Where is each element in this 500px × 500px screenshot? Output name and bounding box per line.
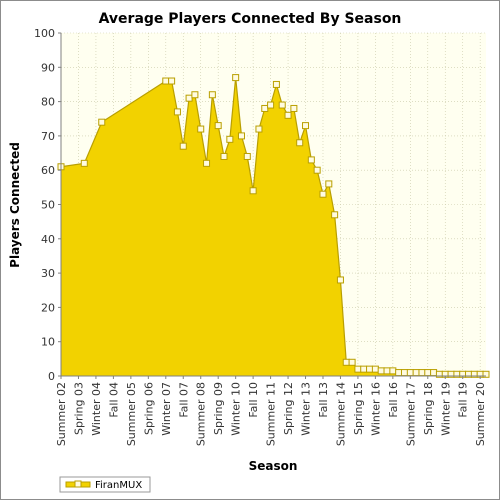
data-point: [226, 135, 234, 143]
data-point: [191, 91, 199, 99]
legend-box: [59, 476, 151, 493]
data-point: [214, 122, 222, 130]
data-point: [377, 367, 385, 375]
x-tick-label: Summer 20: [474, 382, 487, 446]
x-tick-label: Spring 12: [282, 382, 295, 435]
y-tick-label: 20: [41, 301, 55, 314]
x-tick-label: Fall 10: [247, 382, 260, 418]
x-tick-label: Winter 13: [300, 382, 313, 436]
data-point: [366, 365, 374, 373]
data-point: [383, 367, 391, 375]
x-axis-label: Season: [249, 459, 298, 473]
data-point: [267, 101, 275, 109]
data-point: [185, 94, 193, 102]
y-tick-label: 90: [41, 61, 55, 74]
data-point: [237, 132, 245, 140]
data-point: [162, 77, 170, 85]
data-point: [424, 369, 432, 377]
legend-marker: [74, 480, 82, 488]
area-fill: [61, 77, 486, 376]
data-point: [325, 180, 333, 188]
data-point: [261, 104, 269, 112]
data-point: [430, 369, 438, 377]
legend-label: FiranMUX: [95, 480, 142, 491]
x-tick-label: Fall 04: [107, 382, 120, 418]
data-point: [348, 358, 356, 366]
data-point: [389, 367, 397, 375]
x-tick-label: Summer 14: [334, 382, 347, 446]
data-point: [307, 156, 315, 164]
y-tick-label: 10: [41, 336, 55, 349]
data-point: [418, 369, 426, 377]
data-point: [371, 365, 379, 373]
data-point: [179, 142, 187, 150]
data-point: [220, 152, 228, 160]
data-point: [249, 187, 257, 195]
x-tick-label: Fall 19: [457, 382, 470, 418]
data-point: [272, 80, 280, 88]
x-tick-labels: Summer 02 Spring 03 Winter 04 Fall 04 Summer…: [55, 376, 487, 446]
x-tick-label: Fall 07: [177, 382, 190, 418]
x-tick-label: Fall 16: [387, 382, 400, 418]
data-point: [302, 122, 310, 130]
data-point: [296, 139, 304, 147]
data-point: [232, 74, 240, 82]
y-tick-label: 0: [48, 370, 55, 383]
y-tick-label: 70: [41, 130, 55, 143]
data-point: [80, 159, 88, 167]
data-point: [168, 77, 176, 85]
data-point: [342, 358, 350, 366]
y-tick-label: 60: [41, 164, 55, 177]
x-tick-label: Winter 07: [160, 382, 173, 436]
data-point: [98, 118, 106, 126]
data-point: [203, 159, 211, 167]
y-tick-label: 40: [41, 233, 55, 246]
x-tick-label: Spring 15: [352, 382, 365, 435]
data-point: [400, 369, 408, 377]
x-tick-label: Winter 16: [369, 382, 382, 436]
data-point: [360, 365, 368, 373]
x-tick-label: Winter 10: [230, 382, 243, 436]
y-tick-label: 50: [41, 199, 55, 212]
x-tick-label: Summer 17: [404, 382, 417, 446]
data-point: [284, 111, 292, 119]
legend: FiranMUX: [59, 476, 151, 493]
x-tick-label: Fall 13: [317, 382, 330, 418]
x-tick-label: Winter 19: [439, 382, 452, 436]
x-tick-label: Spring 09: [212, 382, 225, 435]
data-point: [255, 125, 263, 133]
data-point: [319, 190, 327, 198]
data-point: [208, 91, 216, 99]
data-point: [336, 276, 344, 284]
data-point: [290, 104, 298, 112]
data-point: [313, 166, 321, 174]
data-point: [173, 108, 181, 116]
x-tick-label: Summer 02: [55, 382, 68, 446]
data-point: [406, 369, 414, 377]
y-axis-label: Players Connected: [8, 142, 22, 268]
data-point: [412, 369, 420, 377]
data-point: [331, 211, 339, 219]
x-tick-label: Summer 11: [265, 382, 278, 446]
x-tick-label: Spring 06: [142, 382, 155, 435]
x-tick-label: Summer 05: [125, 382, 138, 446]
data-point: [395, 369, 403, 377]
data-point: [482, 370, 490, 378]
y-tick-label: 30: [41, 267, 55, 280]
chart-title: Average Players Connected By Season: [99, 11, 402, 27]
x-tick-label: Winter 04: [90, 382, 103, 436]
data-point: [354, 365, 362, 373]
x-tick-label: Spring 03: [72, 382, 85, 435]
y-tick-label: 80: [41, 96, 55, 109]
x-tick-label: Spring 18: [422, 382, 435, 435]
y-tick-label: 100: [34, 27, 55, 40]
data-point: [278, 101, 286, 109]
y-tick-labels: 0 10 20 30 40 50 60 70 80 90 100: [34, 27, 61, 383]
data-point: [197, 125, 205, 133]
x-tick-label: Summer 08: [195, 382, 208, 446]
data-point: [243, 152, 251, 160]
